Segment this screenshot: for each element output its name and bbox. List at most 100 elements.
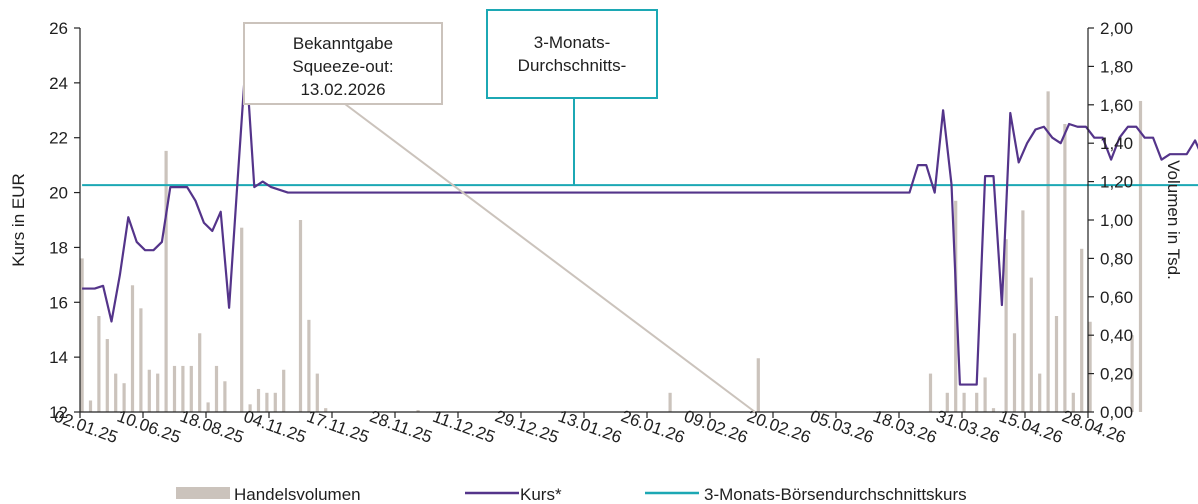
volume-bar xyxy=(88,400,93,412)
right-tick-label: 1,80 xyxy=(1100,57,1133,76)
x-tick-label: 04.11.25 xyxy=(241,407,309,447)
volume-bar xyxy=(298,220,303,412)
volume-bar xyxy=(223,381,227,412)
legend-label-average: 3-Monats-Börsendurchschnittskurs xyxy=(704,485,967,504)
volume-bar xyxy=(756,358,760,412)
volume-bar xyxy=(991,408,996,412)
left-tick-label: 16 xyxy=(49,293,68,312)
left-axis-ticks: 12 14 16 18 20 22 24 26 xyxy=(49,19,80,422)
volume-bar xyxy=(1063,124,1067,412)
x-tick-label: 18.03.26 xyxy=(871,407,940,447)
annotation-three-month-avg-line-2: Durchschnitts- xyxy=(518,56,627,75)
x-tick-label: 13.01.26 xyxy=(556,407,625,447)
left-tick-label: 22 xyxy=(49,129,68,148)
volume-bar xyxy=(307,319,311,412)
volume-bar xyxy=(189,365,193,412)
volume-bar xyxy=(962,392,966,412)
volume-bar xyxy=(105,339,109,412)
annotation-squeeze-out-leader xyxy=(344,103,756,413)
volume-bar xyxy=(198,333,202,412)
volume-bar xyxy=(265,392,269,412)
right-tick-label: 1,60 xyxy=(1100,96,1133,115)
volume-bar xyxy=(668,392,672,412)
volume-bar xyxy=(240,227,244,412)
x-tick-label: 09.02.26 xyxy=(682,407,751,447)
annotation-three-month-avg: 3-Monats- Durchschnitts- xyxy=(486,9,658,186)
x-tick-label: 02.01.25 xyxy=(52,407,121,447)
right-axis-ticks: 0,00 0,20 0,40 0,60 0,80 1,00 1,20 1,40 1,60 1,80… xyxy=(1088,19,1133,422)
x-axis-ticks: 02.01.2510.06.2518.08.2504.11.2517.11.25… xyxy=(52,407,1129,447)
x-tick-label: 20.02.26 xyxy=(745,407,814,447)
right-tick-label: 1,40 xyxy=(1100,134,1133,153)
volume-bar xyxy=(282,369,286,412)
volume-bar xyxy=(114,373,118,412)
volume-bar xyxy=(248,404,252,412)
volume-bar xyxy=(147,369,151,412)
annotation-three-month-avg-box xyxy=(486,9,658,99)
x-tick-label: 17.11.25 xyxy=(304,407,372,447)
x-tick-label: 26.01.26 xyxy=(619,407,688,447)
x-tick-label: 28.11.25 xyxy=(367,407,435,447)
volume-bar xyxy=(139,308,143,412)
volume-bar xyxy=(206,402,210,412)
volume-bar xyxy=(1029,277,1033,412)
volume-bar xyxy=(214,365,219,412)
volume-bar xyxy=(1071,392,1075,412)
left-tick-label: 20 xyxy=(49,184,68,203)
x-tick-label: 10.06.25 xyxy=(115,407,184,447)
left-tick-label: 14 xyxy=(49,348,68,367)
annotation-squeeze-out-box xyxy=(243,22,443,105)
volume-bar xyxy=(1088,321,1092,412)
right-tick-label: 2,00 xyxy=(1100,19,1133,38)
volume-bar xyxy=(164,150,168,412)
volume-bar xyxy=(1080,248,1084,412)
left-tick-label: 18 xyxy=(49,238,68,257)
volume-bar xyxy=(315,373,319,412)
x-tick-label: 31.03.26 xyxy=(934,407,1003,447)
volume-bar xyxy=(1038,373,1042,412)
legend-label-volume: Handelsvolumen xyxy=(234,485,361,504)
left-tick-label: 26 xyxy=(49,19,68,38)
annotation-squeeze-out-line-2: Squeeze-out: xyxy=(292,57,393,76)
price-line xyxy=(82,57,1198,386)
volume-bar xyxy=(130,285,135,412)
legend-label-price: Kurs* xyxy=(520,485,562,504)
volume-bar xyxy=(122,383,126,412)
price-series-line xyxy=(82,57,1198,386)
right-tick-label: 0,80 xyxy=(1100,249,1133,268)
volume-bar xyxy=(1012,333,1017,412)
volume-bar xyxy=(273,392,277,412)
right-tick-label: 1,00 xyxy=(1100,211,1133,230)
annotation-squeeze-out-line-1: Bekanntgabe xyxy=(293,34,393,53)
volume-bar xyxy=(1004,239,1008,412)
right-axis-title: Volumen in Tsd. xyxy=(1164,160,1183,280)
volume-bar xyxy=(1021,210,1025,412)
x-tick-label: 29.12.25 xyxy=(493,407,562,447)
x-tick-label: 05.03.26 xyxy=(808,407,877,447)
volume-bar xyxy=(416,410,420,412)
x-tick-label: 11.12.25 xyxy=(430,407,498,447)
left-axis-title: Kurs in EUR xyxy=(9,173,28,267)
right-tick-label: 0,40 xyxy=(1100,326,1133,345)
left-tick-label: 12 xyxy=(49,403,68,422)
volume-bar xyxy=(1130,335,1134,412)
legend: Handelsvolumen Kurs* 3-Monats-Börsendurc… xyxy=(176,485,967,504)
volume-bar xyxy=(80,258,84,412)
left-tick-label: 24 xyxy=(49,74,68,93)
volume-bar xyxy=(1054,316,1059,412)
right-tick-label: 0,60 xyxy=(1100,288,1133,307)
volume-bar xyxy=(945,392,949,412)
annotation-three-month-avg-line-1: 3-Monats- xyxy=(534,33,611,52)
volume-bar xyxy=(1046,91,1050,413)
x-tick-label: 18.08.25 xyxy=(178,407,247,447)
legend-swatch-volume xyxy=(176,487,230,499)
volume-bar xyxy=(928,373,933,412)
volume-bar xyxy=(181,365,185,412)
volume-bar xyxy=(975,392,979,412)
annotation-squeeze-out-line-3: 13.02.2026 xyxy=(300,80,385,99)
right-tick-label: 1,20 xyxy=(1100,173,1133,192)
volume-bar xyxy=(256,388,261,412)
volume-bar xyxy=(1138,100,1143,413)
x-tick-label: 15.04.26 xyxy=(997,407,1066,447)
